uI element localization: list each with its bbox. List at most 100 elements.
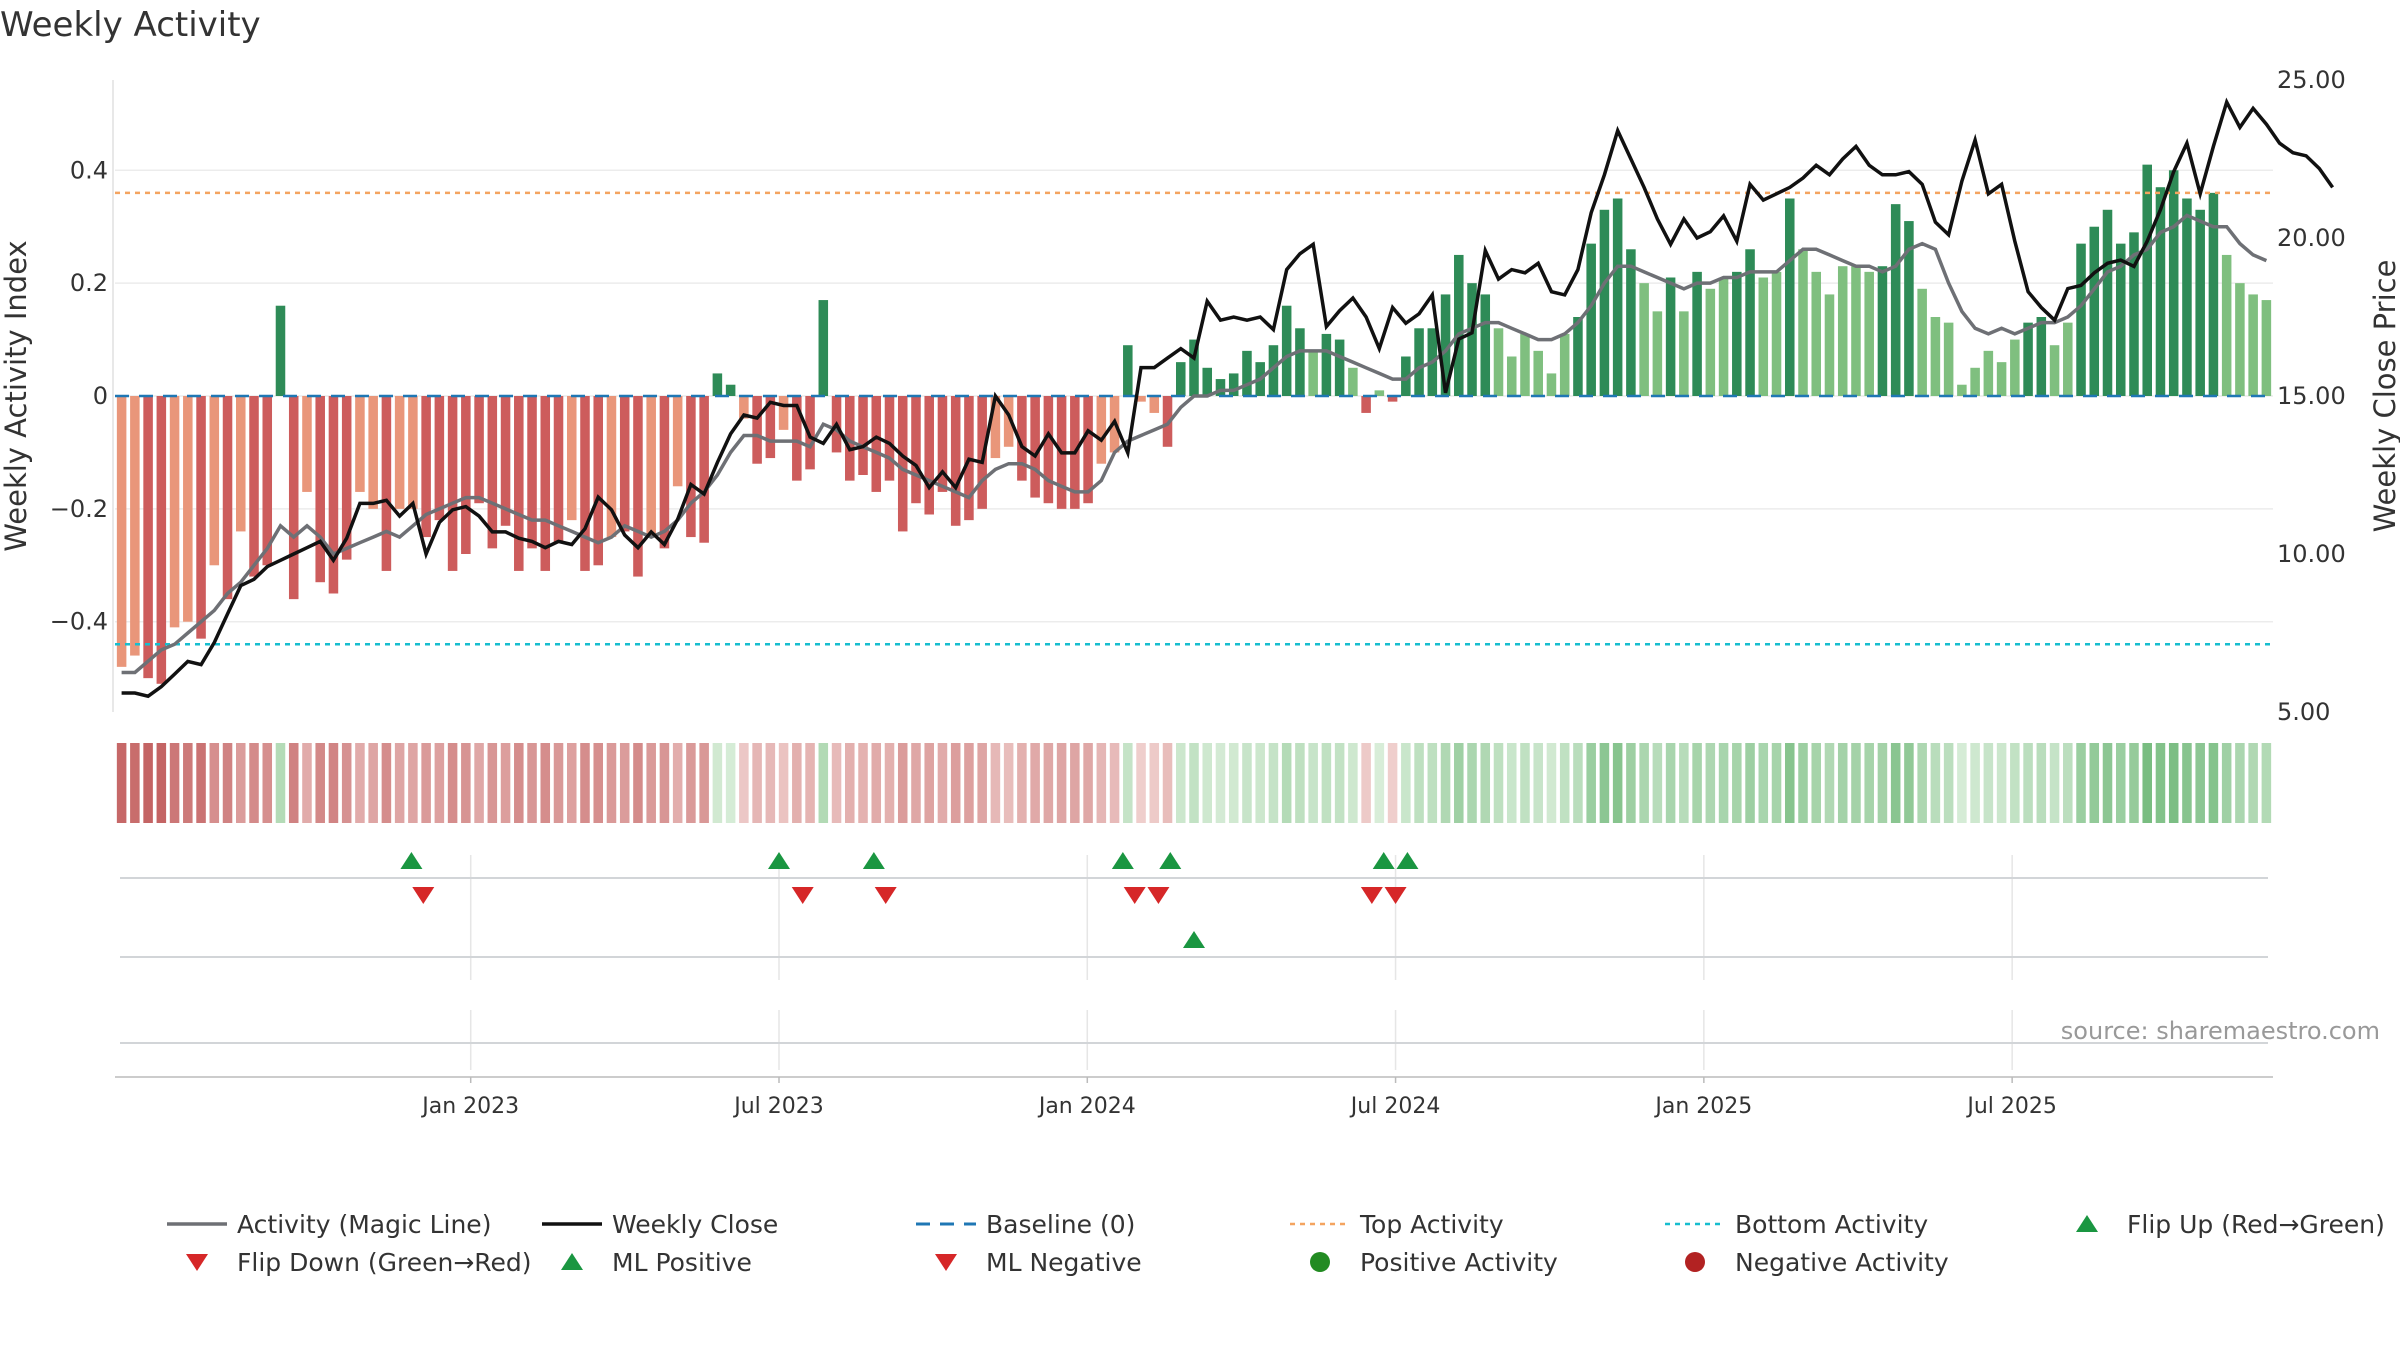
right-tick-label: 10.00 [2277, 540, 2346, 568]
legend-swatch [935, 1254, 957, 1271]
heat-cell [1732, 743, 1742, 823]
activity-bar [236, 396, 246, 532]
x-tick-label: Jul 2025 [1965, 1094, 2057, 1119]
flip-down-marker [1147, 887, 1170, 904]
activity-bar [1692, 271, 1702, 396]
heat-cell [977, 743, 987, 823]
heat-cell [1943, 743, 1954, 823]
heat-cell [792, 743, 802, 823]
activity-bar [341, 396, 352, 560]
activity-bar [1785, 198, 1795, 396]
legend-label: Top Activity [1359, 1210, 1504, 1239]
activity-bar [1771, 271, 1782, 396]
activity-bar [1414, 328, 1424, 396]
flip-up-marker [862, 852, 885, 869]
heat-cell [1785, 743, 1795, 823]
magic-line-series [121, 213, 2268, 675]
activity-bar [712, 373, 723, 396]
chart-title: Weekly Activity [0, 5, 261, 45]
heat-cell [566, 743, 577, 823]
legend-label: Baseline (0) [986, 1210, 1135, 1239]
heat-cell [1149, 743, 1160, 823]
activity-bar [1387, 396, 1398, 402]
heat-cell [752, 743, 762, 823]
legend-label: Flip Up (Red→Green) [2127, 1210, 2385, 1239]
activity-bar [1136, 396, 1146, 402]
activity-bar [461, 396, 471, 554]
heat-cell [1070, 743, 1080, 823]
flip-up-marker [1396, 852, 1419, 869]
heat-cell [288, 743, 299, 823]
activity-bar [1334, 339, 1345, 396]
flip-up-marker [1159, 852, 1182, 869]
heat-cell [1003, 743, 1014, 823]
heat-cell [725, 743, 736, 823]
heat-cell [196, 743, 206, 823]
legend-label: ML Negative [986, 1248, 1142, 1277]
heat-cell [1321, 743, 1332, 823]
weekly-close-series [121, 97, 2335, 699]
activity-bar [884, 396, 895, 481]
heat-cell [2010, 743, 2020, 823]
heat-cell [474, 743, 484, 823]
heat-cell [1559, 743, 1570, 823]
heat-cell [2023, 743, 2033, 823]
heat-cell [2102, 743, 2113, 823]
heat-cell [1189, 743, 1199, 823]
heat-cell [712, 743, 723, 823]
activity-bar [1970, 367, 1980, 396]
heat-cell [659, 743, 670, 823]
heat-cell [871, 743, 882, 823]
right-tick-label: 25.00 [2277, 66, 2346, 94]
ml-positive-marker [1183, 931, 1205, 948]
activity-bar [1639, 283, 1649, 396]
heat-cell [1520, 743, 1530, 823]
activity-bar [156, 396, 167, 684]
activity-bar [2155, 187, 2166, 396]
activity-bar [1361, 396, 1371, 413]
activity-bar [858, 396, 868, 475]
left-axis-title: Weekly Activity Index [0, 240, 33, 551]
heat-cell [368, 743, 378, 823]
activity-bar [593, 396, 603, 566]
activity-bar [659, 396, 670, 549]
left-tick-label: 0 [93, 382, 108, 410]
heat-cell [1017, 743, 1027, 823]
activity-bar [1904, 221, 1914, 396]
heat-cell [2155, 743, 2166, 823]
heat-cell [461, 743, 471, 823]
activity-bar [1228, 373, 1239, 396]
flip-down-marker [412, 887, 435, 904]
right-tick-label: 5.00 [2277, 698, 2330, 726]
heat-cell [2235, 743, 2245, 823]
heat-cell [924, 743, 934, 823]
heat-cell [434, 743, 445, 823]
heat-cell [1612, 743, 1623, 823]
activity-bar [699, 396, 709, 543]
heat-cell [1281, 743, 1292, 823]
heat-cell [1758, 743, 1769, 823]
activity-bar [262, 396, 273, 566]
heat-cell [1745, 743, 1755, 823]
activity-bar [897, 396, 908, 532]
heat-cell [778, 743, 789, 823]
heat-cell [765, 743, 776, 823]
activity-bar [686, 396, 696, 538]
activity-bar [1917, 288, 1927, 396]
legend-label: Negative Activity [1735, 1248, 1949, 1277]
activity-bar [2261, 300, 2272, 396]
activity-bar [937, 396, 948, 492]
activity-bar [116, 396, 127, 667]
activity-bar [1718, 277, 1729, 396]
heat-cell [845, 743, 855, 823]
heat-cell [315, 743, 325, 823]
activity-bar [1043, 396, 1054, 504]
activity-bar [924, 396, 934, 515]
activity-bar [2063, 322, 2073, 396]
activity-bar [1652, 311, 1663, 396]
activity-bar [566, 396, 577, 521]
heat-cell [2089, 743, 2100, 823]
heat-cell [1043, 743, 1054, 823]
left-tick-label: 0.4 [70, 156, 108, 184]
activity-bar [447, 396, 458, 571]
